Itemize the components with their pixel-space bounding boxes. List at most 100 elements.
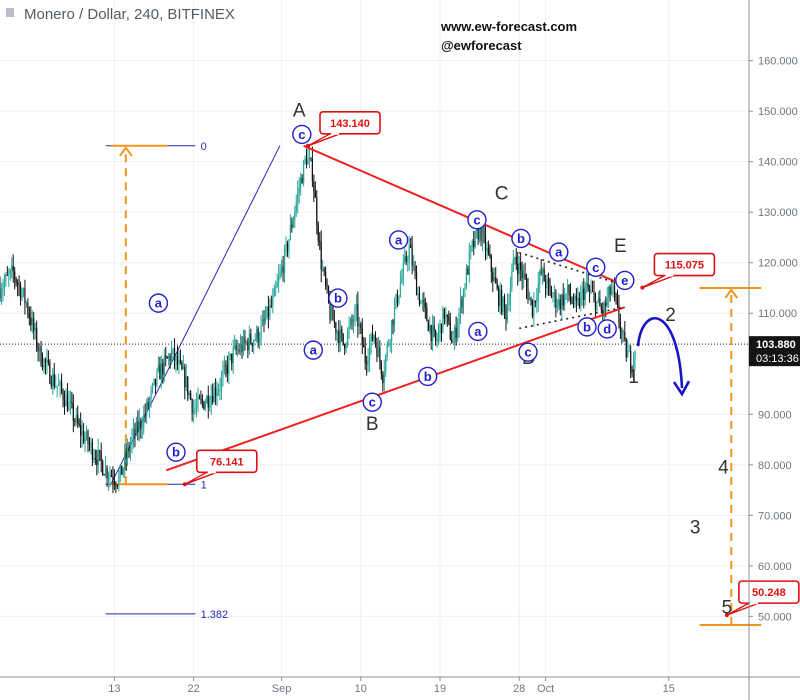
candle: [458, 307, 460, 338]
candle: [50, 375, 52, 390]
candle: [366, 355, 368, 376]
candle: [143, 405, 145, 435]
candle: [15, 276, 17, 287]
candle-body: [193, 409, 195, 414]
candle-body: [303, 161, 305, 184]
candle: [545, 274, 547, 298]
candle: [168, 353, 170, 366]
candle: [440, 323, 443, 342]
candle: [303, 159, 305, 187]
x-tick-label: Sep: [272, 683, 292, 695]
candle-body: [219, 388, 221, 390]
candle-body: [244, 336, 246, 343]
candle-body: [505, 306, 507, 321]
x-tick-label: 10: [355, 683, 367, 695]
callout-pointer: [642, 274, 675, 289]
candle: [166, 355, 168, 359]
candle-body: [357, 303, 359, 327]
candle-body: [330, 306, 333, 320]
candle-body: [55, 385, 57, 387]
candle-body: [235, 345, 237, 351]
callout-box: [319, 111, 381, 135]
candle: [2, 278, 4, 302]
subwave-circle: [518, 342, 538, 362]
candle: [628, 344, 630, 352]
candle-body: [511, 271, 513, 289]
candle: [194, 399, 196, 415]
candle-body: [413, 265, 415, 267]
candle-body: [272, 296, 274, 306]
candle: [154, 378, 157, 394]
symbol-collapse-icon[interactable]: [6, 8, 14, 17]
candle: [197, 387, 199, 413]
candle: [615, 292, 617, 305]
candle: [556, 298, 558, 313]
candle-body: [210, 396, 212, 405]
candle-body: [84, 438, 86, 443]
candle-body: [490, 255, 492, 273]
candle: [138, 408, 140, 442]
candle: [129, 436, 132, 461]
candle-body: [33, 318, 35, 331]
candle-body: [487, 248, 489, 254]
candle: [264, 306, 267, 325]
candle: [12, 254, 14, 283]
candle: [181, 360, 183, 371]
candle: [528, 291, 531, 301]
candle-body: [449, 320, 451, 340]
candle-body: [553, 292, 555, 297]
candle-body: [119, 465, 121, 478]
triangle-trendline: [165, 306, 626, 472]
candle-body: [338, 331, 340, 344]
candle: [217, 383, 220, 397]
candle: [109, 466, 111, 488]
candle-body: [578, 298, 580, 307]
measured-move-arrowhead: [724, 288, 739, 299]
candle: [524, 262, 526, 281]
candle-body: [471, 240, 473, 246]
candle-body: [325, 271, 327, 284]
candle-body: [222, 370, 224, 378]
subwave-label-a: a: [549, 242, 569, 262]
candle: [159, 356, 161, 380]
candle-body: [149, 399, 151, 407]
subwave-label-c: c: [362, 392, 382, 412]
wave-label-4: 4: [718, 457, 729, 478]
candle-body: [56, 385, 58, 387]
price-callout: 50.248: [724, 580, 800, 618]
candle: [377, 337, 379, 358]
candle-body: [131, 436, 133, 445]
candle: [624, 321, 626, 342]
candle: [272, 288, 274, 314]
candle: [410, 237, 412, 249]
candle-body: [420, 300, 422, 305]
candle: [263, 309, 265, 333]
candle-body: [393, 306, 396, 325]
candle-body: [593, 291, 595, 295]
candle: [569, 283, 572, 305]
y-tick-label: 130.000: [758, 207, 798, 219]
candle-body: [157, 364, 159, 371]
candle-body: [628, 350, 630, 352]
subwave-circle: [467, 210, 487, 230]
candle-body: [127, 446, 129, 459]
candle: [260, 315, 262, 346]
subwave-circle: [148, 293, 169, 313]
candle-body: [386, 344, 388, 356]
candle-body: [215, 387, 217, 396]
candle: [6, 266, 8, 277]
candle-body: [250, 333, 252, 344]
candle: [618, 294, 620, 329]
subwave-label-a: a: [148, 293, 169, 313]
fib-level-label: 0: [201, 141, 207, 153]
candle-body: [445, 314, 447, 319]
candle: [357, 291, 359, 338]
candle: [14, 267, 16, 290]
candle: [411, 235, 413, 275]
candle: [559, 294, 561, 316]
candle: [128, 441, 130, 458]
candle: [282, 255, 284, 282]
candle-body: [329, 301, 331, 320]
candle-body: [226, 366, 228, 374]
